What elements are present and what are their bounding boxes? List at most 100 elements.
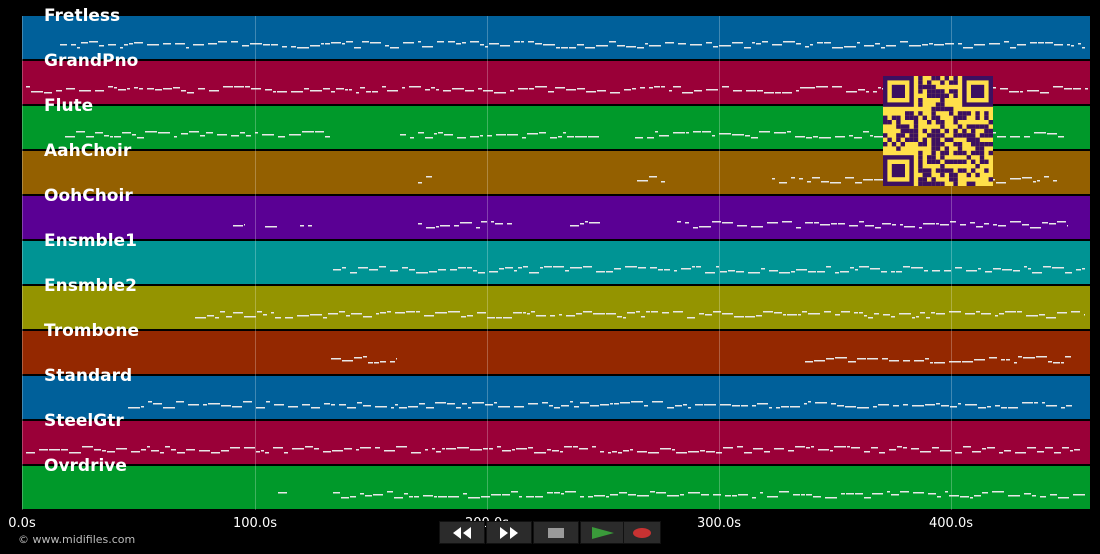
note bbox=[221, 450, 229, 452]
track-lane[interactable] bbox=[22, 376, 1090, 419]
note bbox=[491, 494, 501, 496]
note bbox=[217, 134, 227, 136]
note bbox=[460, 222, 472, 224]
note bbox=[1001, 407, 1007, 409]
track-lane[interactable] bbox=[22, 331, 1090, 374]
note bbox=[651, 311, 658, 313]
note bbox=[362, 41, 369, 43]
note bbox=[188, 404, 199, 406]
note bbox=[945, 491, 948, 493]
note bbox=[912, 317, 915, 319]
note bbox=[181, 90, 186, 92]
note bbox=[848, 361, 856, 363]
play-button[interactable] bbox=[580, 521, 626, 544]
note bbox=[165, 446, 170, 448]
note bbox=[889, 449, 896, 451]
note bbox=[826, 358, 834, 360]
note bbox=[974, 359, 985, 361]
note bbox=[1017, 44, 1026, 46]
note bbox=[944, 270, 951, 272]
rewind-button[interactable] bbox=[439, 521, 485, 544]
note bbox=[585, 221, 588, 223]
track-lane[interactable] bbox=[22, 196, 1090, 239]
note bbox=[323, 88, 330, 90]
note bbox=[831, 403, 836, 405]
note bbox=[925, 358, 929, 360]
note bbox=[764, 451, 770, 453]
note bbox=[858, 89, 865, 91]
note bbox=[1046, 317, 1056, 319]
note bbox=[366, 91, 371, 93]
note bbox=[914, 360, 924, 362]
note bbox=[817, 271, 825, 273]
note bbox=[419, 403, 425, 405]
note bbox=[285, 317, 293, 319]
note bbox=[263, 44, 270, 46]
note bbox=[757, 403, 768, 405]
note bbox=[916, 316, 919, 318]
note bbox=[208, 43, 217, 45]
note bbox=[31, 91, 43, 93]
note bbox=[163, 407, 175, 409]
note bbox=[1052, 267, 1064, 269]
note bbox=[627, 312, 635, 314]
track-lane[interactable] bbox=[22, 466, 1090, 509]
note bbox=[893, 405, 899, 407]
note bbox=[81, 42, 88, 44]
note bbox=[1078, 43, 1081, 45]
note bbox=[989, 43, 1000, 45]
note bbox=[1045, 447, 1053, 449]
note bbox=[323, 451, 331, 453]
note bbox=[1073, 88, 1081, 90]
note bbox=[56, 90, 62, 92]
note bbox=[1053, 180, 1057, 182]
note bbox=[820, 224, 830, 226]
note bbox=[774, 448, 784, 450]
note bbox=[619, 492, 627, 494]
note bbox=[315, 131, 324, 133]
note bbox=[452, 88, 464, 90]
note bbox=[681, 268, 691, 270]
note bbox=[855, 182, 862, 184]
stop-button[interactable] bbox=[533, 521, 579, 544]
note bbox=[997, 136, 1006, 138]
note bbox=[645, 43, 648, 45]
note bbox=[891, 271, 895, 273]
note bbox=[262, 134, 274, 136]
note bbox=[473, 270, 477, 272]
note bbox=[370, 42, 381, 44]
track-lane[interactable] bbox=[22, 421, 1090, 464]
note bbox=[949, 361, 961, 363]
note bbox=[614, 403, 619, 405]
fast-forward-button[interactable] bbox=[486, 521, 532, 544]
note bbox=[438, 132, 443, 134]
track-lane[interactable] bbox=[22, 286, 1090, 329]
note bbox=[732, 134, 744, 136]
track-lane[interactable] bbox=[22, 16, 1090, 59]
note bbox=[422, 46, 433, 48]
note bbox=[705, 272, 715, 274]
note bbox=[909, 45, 921, 47]
note bbox=[163, 88, 172, 90]
note bbox=[434, 133, 437, 135]
note bbox=[949, 495, 959, 497]
note bbox=[796, 90, 799, 92]
note bbox=[690, 44, 702, 46]
note bbox=[928, 493, 936, 495]
note bbox=[1024, 266, 1027, 268]
record-button[interactable] bbox=[623, 521, 661, 544]
note bbox=[1027, 90, 1039, 92]
note bbox=[982, 492, 988, 494]
note bbox=[500, 45, 510, 47]
note bbox=[560, 451, 563, 453]
note bbox=[189, 131, 199, 133]
note bbox=[812, 177, 820, 179]
note bbox=[811, 446, 814, 448]
note bbox=[1034, 132, 1046, 134]
note bbox=[564, 446, 572, 448]
note bbox=[919, 227, 922, 229]
note bbox=[536, 315, 546, 317]
note bbox=[528, 403, 538, 405]
track-lane[interactable] bbox=[22, 241, 1090, 284]
note bbox=[387, 90, 398, 92]
